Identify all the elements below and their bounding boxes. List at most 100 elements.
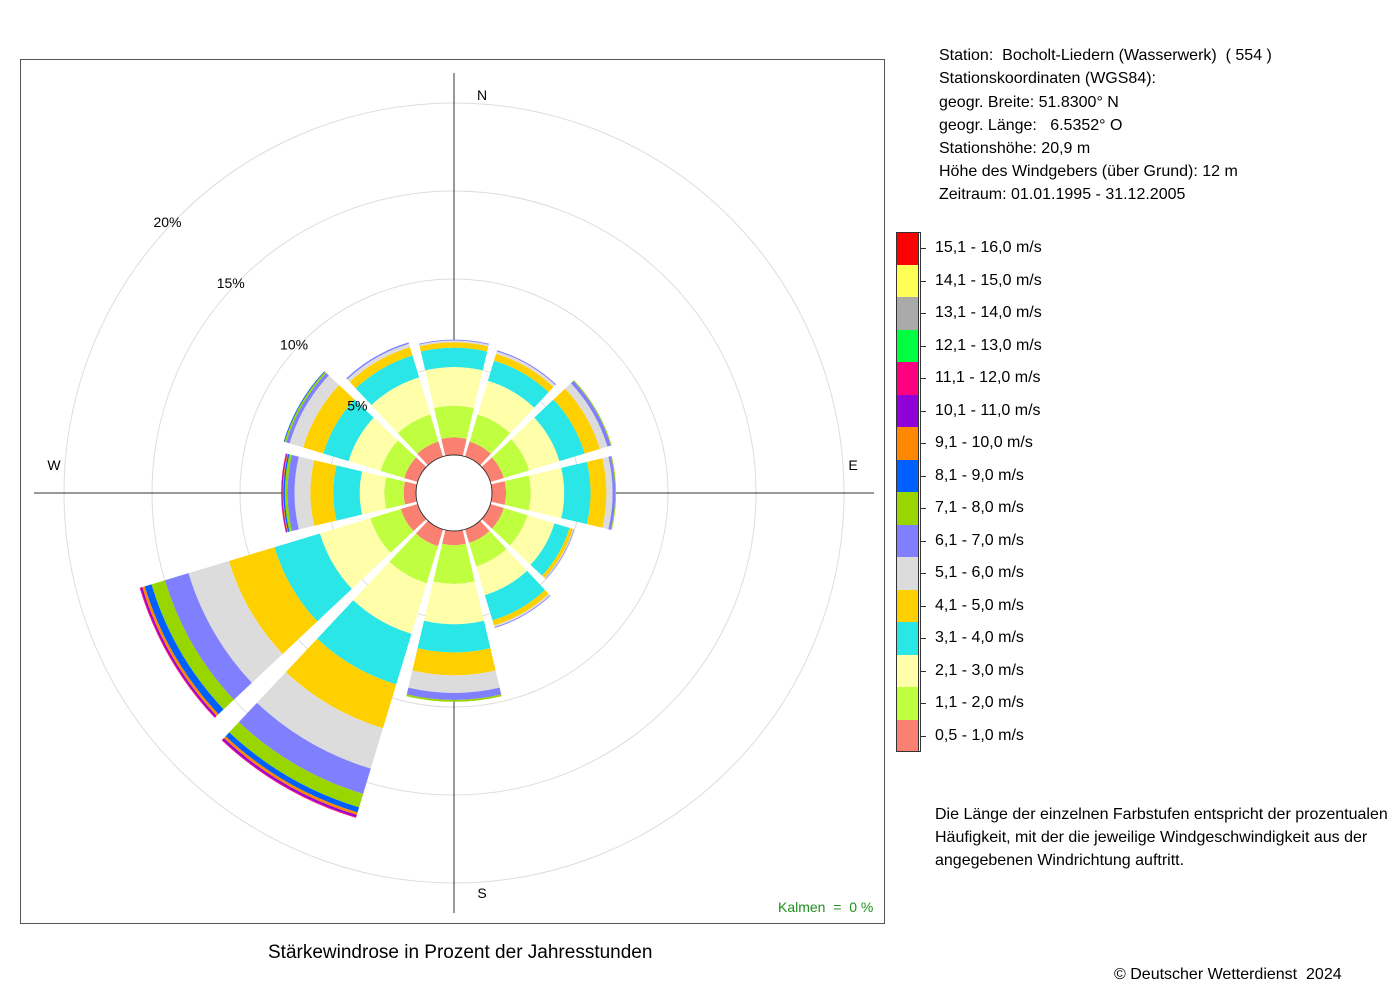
sector-sse-band-2 <box>469 530 507 567</box>
sector-e-band-8 <box>610 455 617 531</box>
sector-ssw-band-8 <box>229 722 364 808</box>
ring-label-10: 10% <box>280 336 308 352</box>
station-longitude: geogr. Länge: 6.5352° O <box>939 117 1123 134</box>
legend-swatch <box>896 524 919 557</box>
sector-wsw-band-6 <box>188 560 283 683</box>
legend-item: 15,1 - 16,0 m/s <box>896 232 1096 265</box>
legend-swatch <box>896 557 919 590</box>
sector-s-band-1 <box>442 529 466 546</box>
sector-wsw-band-9 <box>144 584 224 715</box>
sector-nne-band-2 <box>469 414 511 454</box>
legend-item: 8,1 - 9,0 m/s <box>896 459 1096 492</box>
legend-label: 11,1 - 12,0 m/s <box>935 369 1041 386</box>
sector-w-band-11 <box>281 453 288 533</box>
sector-w-band-8 <box>284 454 292 532</box>
ring-label-20: 20% <box>153 214 181 230</box>
legend-tick <box>920 703 926 704</box>
legend-item: 2,1 - 3,0 m/s <box>896 654 1096 687</box>
sector-w-band-1 <box>403 481 418 505</box>
compass-label-w: W <box>47 457 61 473</box>
legend-label: 9,1 - 10,0 m/s <box>935 434 1033 451</box>
compass-label-e: E <box>848 457 857 473</box>
sector-wsw-band-7 <box>164 573 252 700</box>
sector-e-band-5 <box>586 458 607 528</box>
legend-item: 0,5 - 1,0 m/s <box>896 719 1096 752</box>
legend-swatch <box>896 719 919 752</box>
sector-wnw-band-3 <box>348 417 399 471</box>
sector-w-band-6 <box>294 456 315 530</box>
sector-w-band-7 <box>287 454 299 532</box>
sector-w-band-5 <box>310 460 337 526</box>
legend-tick <box>920 378 926 379</box>
sector-w-band-10 <box>282 453 288 533</box>
legend-item: 11,1 - 12,0 m/s <box>896 362 1096 395</box>
legend-tick <box>920 475 926 477</box>
explanation-note: Die Länge der einzelnen Farbstufen entsp… <box>935 806 1388 869</box>
sector-n-band-4 <box>420 347 488 371</box>
sector-ese-band-3 <box>509 515 555 565</box>
calm-circle <box>415 454 493 532</box>
legend-label: 8,1 - 9,0 m/s <box>935 466 1024 484</box>
sector-wnw-band-7 <box>286 373 329 444</box>
legend-label: 3,1 - 4,0 m/s <box>935 629 1024 646</box>
legend-tick <box>920 345 926 347</box>
legend-label: 13,1 - 14,0 m/s <box>935 304 1042 321</box>
sector-ene-band-5 <box>553 388 600 454</box>
sector-wsw-band-5 <box>228 547 318 654</box>
sector-wnw-band-2 <box>380 440 417 478</box>
legend-label: 10,1 - 11,0 m/s <box>935 401 1041 419</box>
sector-nne-band-6 <box>496 351 556 388</box>
sector-s-band-7 <box>406 687 502 700</box>
legend-item: 12,1 - 13,0 m/s <box>896 329 1096 362</box>
compass-label-s: S <box>477 885 486 901</box>
legend-tick <box>920 248 926 249</box>
sector-nne-band-1 <box>464 441 491 466</box>
sector-n-band-2 <box>434 405 474 439</box>
legend-tick <box>920 670 926 672</box>
legend-item: 3,1 - 4,0 m/s <box>896 622 1096 655</box>
sector-nne-band-4 <box>487 360 549 408</box>
sector-sse-band-1 <box>464 520 490 543</box>
legend-tick <box>920 540 926 542</box>
legend-tick <box>920 508 926 509</box>
legend-label: 4,1 - 5,0 m/s <box>935 596 1024 614</box>
sector-wnw-band-1 <box>404 457 427 483</box>
sector-s-band-8 <box>406 694 502 702</box>
sector-ene-band-1 <box>481 457 504 483</box>
sector-ssw-band-9 <box>225 732 360 813</box>
legend-tick <box>920 573 926 574</box>
sector-e-band-6 <box>602 456 613 530</box>
legend-label: 14,1 - 15,0 m/s <box>935 271 1042 289</box>
legend-item: 14,1 - 15,0 m/s <box>896 264 1096 297</box>
sector-w-band-4 <box>333 465 363 521</box>
sector-ene-band-7 <box>570 380 611 447</box>
sector-w-band-12 <box>281 453 287 533</box>
legend-item: 1,1 - 2,0 m/s <box>896 687 1096 720</box>
legend-item: 6,1 - 7,0 m/s <box>896 524 1096 557</box>
station-coords-title: Stationskoordinaten (WGS84): <box>939 70 1156 87</box>
legend-item: 5,1 - 6,0 m/s <box>896 557 1096 590</box>
sector-s-band-4 <box>417 620 491 653</box>
legend-tick <box>920 280 926 282</box>
sector-ese-band-2 <box>491 508 528 546</box>
legend-tick <box>920 443 926 444</box>
sector-ene-band-3 <box>511 417 560 471</box>
legend-swatch <box>896 264 919 297</box>
legend-label: 12,1 - 13,0 m/s <box>935 336 1042 354</box>
sector-s-band-5 <box>412 648 496 676</box>
sector-nnw-band-6 <box>347 343 410 382</box>
sector-ene-band-6 <box>565 383 608 449</box>
calm-label: Kalmen = 0 % <box>778 899 874 915</box>
sector-n-band-7 <box>418 339 490 345</box>
legend-swatch <box>896 297 919 330</box>
legend-swatch <box>896 459 919 492</box>
legend-tick <box>920 605 926 607</box>
station-height: Stationshöhe: 20,9 m <box>939 140 1091 157</box>
sector-nne-band-5 <box>493 353 554 393</box>
legend-swatch <box>896 427 919 460</box>
sector-sse-band-6 <box>493 593 550 628</box>
sector-w-band-3 <box>359 471 387 515</box>
sector-ssw-band-6 <box>256 672 383 769</box>
sector-nne-band-3 <box>477 380 535 434</box>
legend-tick <box>920 638 926 639</box>
